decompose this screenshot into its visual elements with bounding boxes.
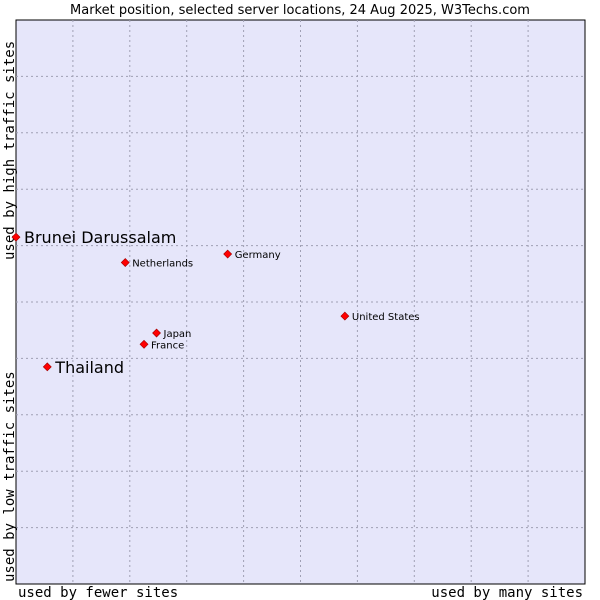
point-brunei-darussalam: Brunei Darussalam (11, 228, 176, 247)
point-thailand: Thailand (42, 358, 124, 377)
point-marker (340, 311, 350, 321)
grid-lines (16, 20, 585, 584)
point-marker (120, 258, 130, 267)
point-label: Netherlands (132, 259, 193, 270)
y-axis-bottom-label: used by low traffic sites (2, 371, 18, 582)
point-netherlands: Netherlands (120, 258, 193, 270)
x-axis-left-label: used by fewer sites (18, 585, 178, 600)
point-marker (11, 232, 21, 242)
x-axis-right-label: used by many sites (431, 585, 583, 600)
point-label: Germany (235, 250, 281, 261)
point-label: Thailand (54, 358, 124, 377)
point-label: United States (352, 312, 420, 323)
point-marker (139, 339, 149, 349)
point-label: France (151, 340, 184, 351)
data-points: Brunei Darussalam Thailand Netherlands Germ… (11, 228, 420, 377)
point-marker (42, 362, 52, 372)
chart-title: Market position, selected server locatio… (70, 3, 530, 18)
y-axis-top-label: used by high traffic sites (2, 41, 18, 260)
point-label: Japan (163, 329, 192, 340)
point-marker (223, 249, 233, 259)
point-marker (152, 328, 161, 338)
point-france: France (139, 339, 184, 351)
point-germany: Germany (223, 249, 281, 261)
point-united-states: United States (340, 311, 420, 323)
point-label: Brunei Darussalam (24, 228, 176, 247)
point-japan: Japan (152, 328, 192, 340)
